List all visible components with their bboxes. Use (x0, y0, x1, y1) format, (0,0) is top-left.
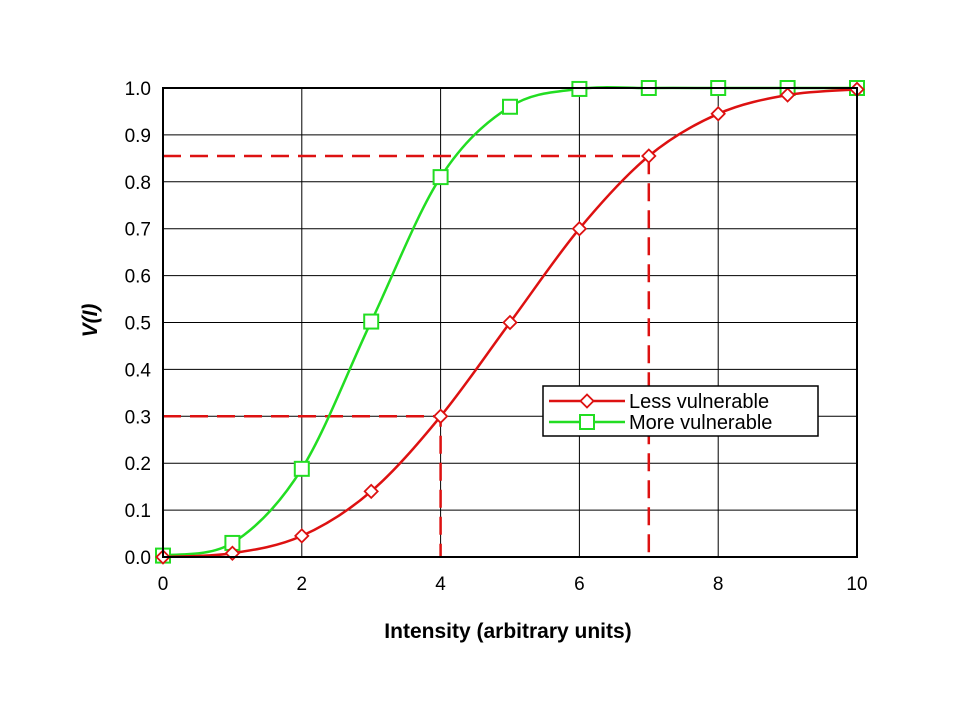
x-axis-title: Intensity (arbitrary units) (384, 620, 631, 643)
y-tick-label: 1.0 (125, 79, 151, 100)
y-tick-label: 0.0 (125, 548, 151, 569)
data-point-less-vulnerable (294, 528, 310, 544)
data-point-less-vulnerable (710, 106, 726, 122)
data-point-more-vulnerable (502, 98, 518, 115)
data-point-more-vulnerable (432, 169, 449, 186)
y-tick-label: 0.8 (125, 173, 151, 194)
y-tick-label: 0.2 (125, 454, 151, 475)
x-tick-label: 4 (435, 574, 446, 595)
tick-labels: 0 2 4 6 8 10 0.0 0.1 0.2 0.3 0.4 0.5 0.6 0.7 0.8 0.9 1.0 (125, 79, 868, 595)
data-point-less-vulnerable (363, 483, 379, 500)
y-tick-label: 0.3 (125, 407, 151, 428)
data-point-more-vulnerable (363, 313, 380, 330)
data-point-less-vulnerable (641, 148, 657, 164)
legend-label-less-vulnerable: Less vulnerable (629, 391, 769, 413)
reference-lines (163, 154, 651, 557)
data-point-less-vulnerable (571, 220, 588, 237)
y-tick-label: 0.7 (125, 220, 151, 241)
x-tick-label: 8 (713, 574, 724, 595)
series-less-vulnerable (155, 81, 865, 565)
data-point-less-vulnerable (779, 87, 796, 103)
x-tick-label: 6 (574, 574, 585, 595)
data-point-less-vulnerable (502, 314, 518, 331)
y-tick-label: 0.4 (125, 360, 152, 381)
legend-swatch-marker-less-vulnerable (579, 393, 595, 409)
legend-swatch-marker-more-vulnerable (579, 414, 595, 430)
x-tick-label: 2 (297, 574, 308, 595)
data-point-less-vulnerable (432, 408, 449, 425)
plot-area-frame (162, 87, 858, 558)
data-point-more-vulnerable (293, 460, 310, 477)
y-axis-title: V(I) (79, 304, 102, 338)
x-tick-label: 0 (158, 574, 169, 595)
y-tick-label: 0.9 (125, 126, 151, 147)
x-tick-label: 10 (846, 574, 867, 595)
y-tick-label: 0.6 (125, 267, 151, 288)
legend-label-more-vulnerable: More vulnerable (629, 412, 772, 434)
y-tick-label: 0.1 (125, 501, 151, 522)
reference-line-1 (163, 154, 651, 557)
y-tick-label: 0.5 (125, 314, 151, 335)
